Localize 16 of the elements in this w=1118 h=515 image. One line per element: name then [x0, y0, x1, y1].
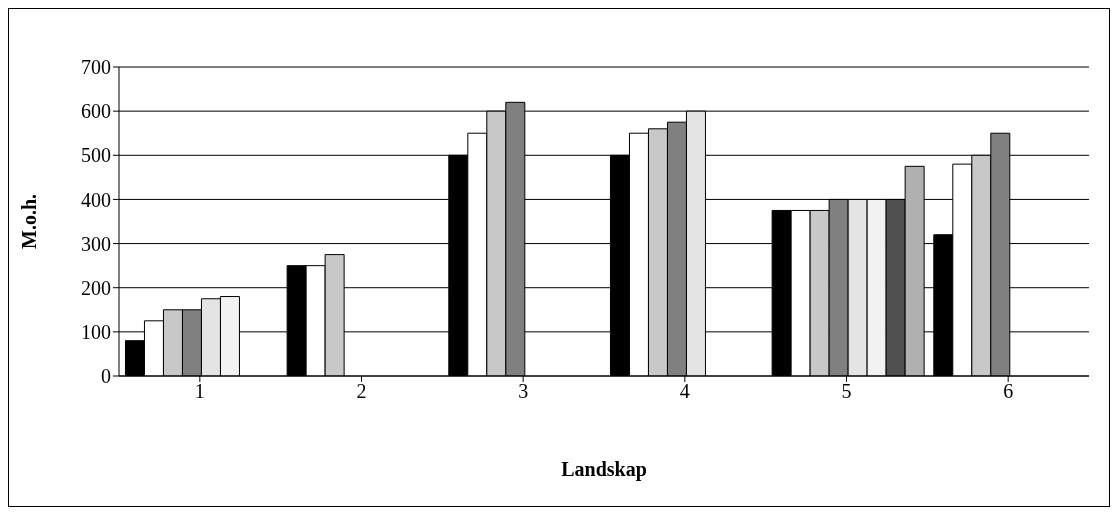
x-tick-label: 3 [518, 380, 529, 403]
x-tick-label: 4 [679, 380, 690, 403]
x-tick-label: 2 [356, 380, 367, 403]
y-axis-title: M.o.h. [18, 194, 41, 249]
y-tick-label: 600 [81, 100, 111, 123]
y-tick-label: 0 [101, 365, 111, 388]
x-tick-label: 6 [1003, 380, 1014, 403]
y-tick-label: 200 [81, 276, 111, 299]
y-tick-label: 300 [81, 232, 111, 255]
y-tick-label: 400 [81, 188, 111, 211]
x-tick-label: 1 [194, 380, 205, 403]
x-axis-title: Landskap [561, 458, 647, 481]
y-tick-label: 500 [81, 144, 111, 167]
y-tick-label: 700 [81, 56, 111, 79]
x-tick-label: 5 [841, 380, 852, 403]
y-tick-label: 100 [81, 320, 111, 343]
